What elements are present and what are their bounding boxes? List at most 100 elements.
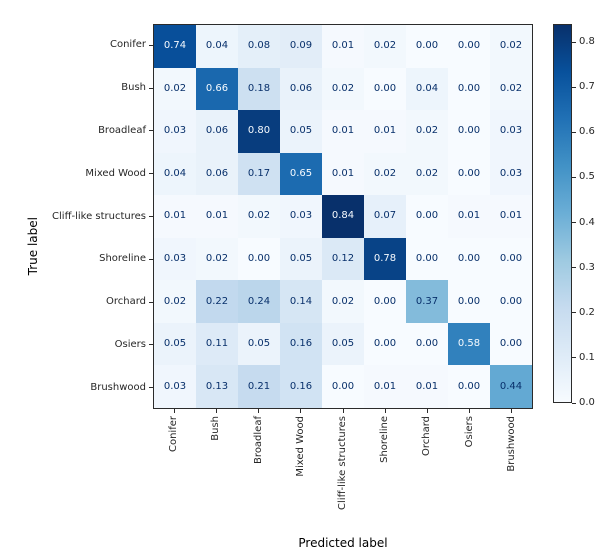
matrix-cell-3-8: 0.03 <box>490 152 532 196</box>
matrix-cell-0-8: 0.02 <box>490 25 532 68</box>
cell-value: 0.02 <box>331 82 355 94</box>
col-label-6: Orchard <box>421 416 433 457</box>
matrix-cell-6-1: 0.22 <box>196 280 238 323</box>
matrix-cell-4-5: 0.07 <box>364 195 406 238</box>
colorbar-tick-label: 0.6 <box>579 126 595 138</box>
colorbar-tick-label: 0.2 <box>579 306 595 318</box>
cell-value: 0.00 <box>457 380 481 392</box>
cell-value: 0.01 <box>499 210 523 222</box>
y-tick <box>149 216 153 217</box>
colorbar-tick <box>572 267 576 269</box>
confusion-matrix-plot: 0.74 0.04 0.08 0.09 0.01 0.02 0.00 0.00 0.02 0.02… <box>153 24 533 409</box>
matrix-cell-0-6: 0.00 <box>406 25 448 68</box>
matrix-cell-2-2: 0.80 <box>238 110 280 153</box>
matrix-cell-8-6: 0.01 <box>406 365 448 408</box>
matrix-cell-6-8: 0.00 <box>490 280 532 323</box>
matrix-cell-1-3: 0.06 <box>280 67 322 111</box>
cell-value: 0.00 <box>415 253 439 265</box>
matrix-cell-6-4: 0.02 <box>322 280 364 323</box>
matrix-cell-5-7: 0.00 <box>448 237 490 281</box>
matrix-cell-8-5: 0.01 <box>364 365 406 408</box>
matrix-cell-1-1: 0.66 <box>196 67 238 111</box>
row-label-0: Conifer <box>109 39 146 51</box>
matrix-cell-8-1: 0.13 <box>196 365 238 408</box>
cell-value: 0.78 <box>373 253 397 265</box>
matrix-cell-2-3: 0.05 <box>280 110 322 153</box>
matrix-cell-6-7: 0.00 <box>448 280 490 323</box>
row-label-6: Orchard <box>105 296 146 308</box>
matrix-cell-4-4: 0.84 <box>322 195 364 238</box>
colorbar-tick-label: 0.4 <box>579 216 595 228</box>
cell-value: 0.08 <box>247 40 271 52</box>
matrix-cell-8-4: 0.00 <box>322 365 364 408</box>
matrix-cell-7-7: 0.58 <box>448 322 490 366</box>
matrix-cell-5-1: 0.02 <box>196 237 238 281</box>
matrix-cell-3-3: 0.65 <box>280 152 322 196</box>
matrix-cell-2-5: 0.01 <box>364 110 406 153</box>
x-tick <box>258 409 260 413</box>
matrix-cell-4-7: 0.01 <box>448 195 490 238</box>
cell-value: 0.00 <box>247 253 271 265</box>
matrix-cell-0-5: 0.02 <box>364 25 406 68</box>
matrix-cell-1-7: 0.00 <box>448 67 490 111</box>
matrix-cell-1-6: 0.04 <box>406 67 448 111</box>
cell-value: 0.58 <box>457 338 481 350</box>
cell-value: 0.01 <box>415 380 439 392</box>
y-axis-label: True label <box>26 216 40 275</box>
y-tick <box>149 130 153 132</box>
y-tick <box>149 258 153 260</box>
col-label-0: Conifer <box>168 416 180 453</box>
matrix-cell-5-5: 0.78 <box>364 237 406 281</box>
matrix-cell-7-3: 0.16 <box>280 322 322 366</box>
cell-value: 0.02 <box>415 167 439 179</box>
matrix-cell-8-0: 0.03 <box>154 365 196 408</box>
col-label-5: Shoreline <box>379 416 391 463</box>
cell-value: 0.02 <box>373 40 397 52</box>
matrix-cell-2-8: 0.03 <box>490 110 532 153</box>
y-tick <box>149 173 153 175</box>
matrix-cell-0-7: 0.00 <box>448 25 490 68</box>
col-label-1: Bush <box>210 416 222 441</box>
cell-value: 0.44 <box>499 380 523 392</box>
matrix-cell-4-8: 0.01 <box>490 195 532 238</box>
row-label-7: Osiers <box>114 338 146 350</box>
matrix-cell-3-6: 0.02 <box>406 152 448 196</box>
x-tick <box>469 409 471 413</box>
cell-value: 0.84 <box>331 210 355 222</box>
matrix-cell-3-7: 0.00 <box>448 152 490 196</box>
matrix-cell-0-2: 0.08 <box>238 25 280 68</box>
row-label-5: Shoreline <box>99 253 146 265</box>
matrix-cell-3-5: 0.02 <box>364 152 406 196</box>
cell-value: 0.05 <box>289 253 313 265</box>
cell-value: 0.80 <box>247 125 271 137</box>
matrix-cell-6-5: 0.00 <box>364 280 406 323</box>
x-tick <box>426 409 428 413</box>
cell-value: 0.00 <box>331 380 355 392</box>
matrix-cell-0-0: 0.74 <box>154 25 196 68</box>
cell-value: 0.02 <box>415 125 439 137</box>
col-label-4: Cliff-like structures <box>337 416 348 510</box>
cell-value: 0.04 <box>163 167 187 179</box>
colorbar-tick <box>572 222 576 224</box>
cell-value: 0.01 <box>163 210 187 222</box>
matrix-cell-4-2: 0.02 <box>238 195 280 238</box>
cell-value: 0.00 <box>415 40 439 52</box>
matrix-cell-3-0: 0.04 <box>154 152 196 196</box>
colorbar-tick-label: 0.0 <box>579 397 595 408</box>
cell-value: 0.01 <box>205 210 229 222</box>
x-tick <box>173 409 175 413</box>
colorbar-gradient <box>554 25 571 402</box>
x-tick <box>511 409 513 413</box>
cell-value: 0.02 <box>247 210 271 222</box>
cell-value: 0.03 <box>163 380 187 392</box>
y-tick <box>149 87 153 89</box>
cell-value: 0.11 <box>205 338 229 350</box>
x-axis-label: Predicted label <box>298 536 388 550</box>
cell-value: 0.65 <box>289 167 313 179</box>
y-tick <box>149 344 153 346</box>
cell-value: 0.18 <box>247 82 271 94</box>
colorbar-tick-label: 0.8 <box>579 36 595 48</box>
matrix-cell-8-7: 0.00 <box>448 365 490 408</box>
x-tick <box>300 409 302 413</box>
